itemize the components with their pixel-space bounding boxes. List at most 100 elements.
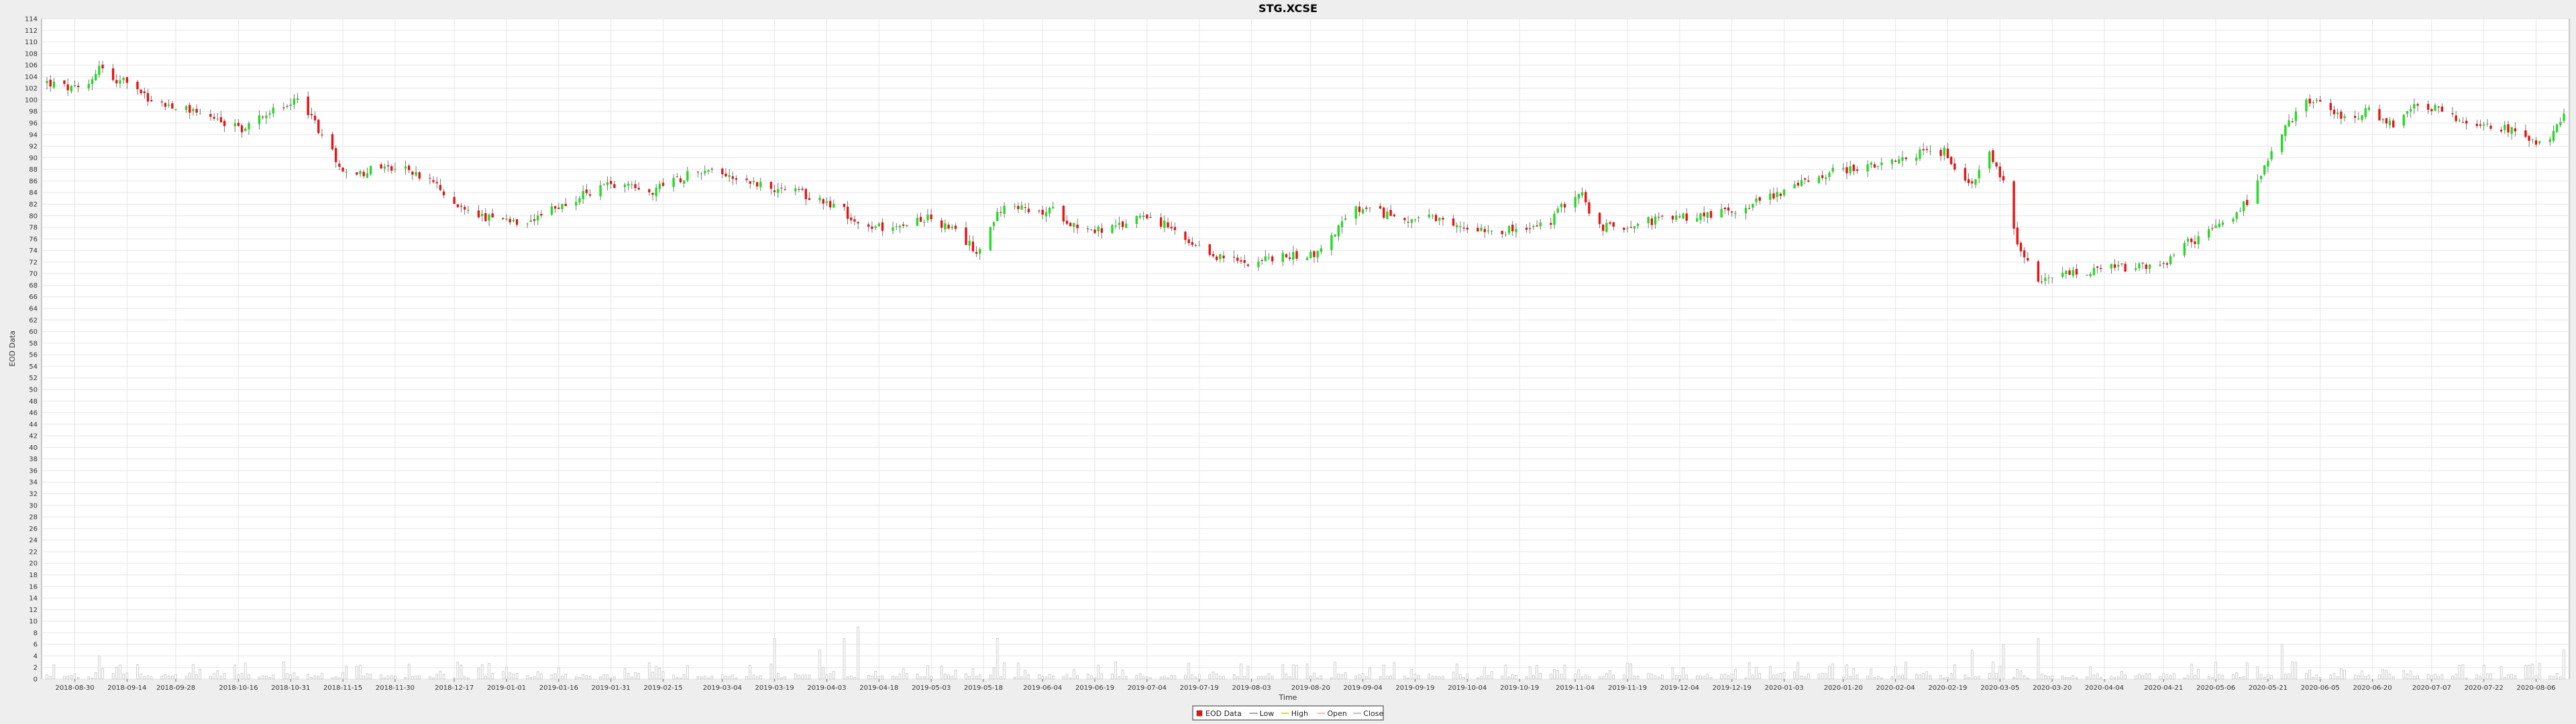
candle-body — [2416, 104, 2419, 106]
volume-bar — [1730, 674, 1733, 680]
volume-bar — [1539, 672, 1542, 680]
candle-body — [2207, 229, 2210, 238]
candle-body — [1852, 164, 1856, 172]
candle-body — [2548, 139, 2551, 142]
candle-body — [2340, 111, 2343, 119]
x-tick-label: 2018-08-30 — [55, 684, 94, 692]
volume-bar — [63, 676, 66, 680]
volume-bar — [140, 674, 142, 680]
candle-body — [2514, 128, 2517, 131]
candle-body — [1967, 179, 1970, 184]
volume-bar — [1532, 674, 1535, 680]
candle-body — [578, 198, 581, 202]
candle-body — [2075, 269, 2078, 275]
volume-bar — [2486, 673, 2489, 680]
candle-body — [1456, 225, 1458, 228]
candle-body — [609, 180, 612, 184]
y-tick-label: 114 — [25, 16, 38, 23]
volume-bar — [540, 673, 543, 680]
volume-bar — [1946, 676, 1949, 680]
volume-bar — [1438, 676, 1441, 680]
candle-body — [926, 215, 929, 221]
volume-bar — [2413, 676, 2416, 680]
volume-bar — [219, 676, 223, 680]
volume-bar — [1413, 674, 1417, 680]
candle-body — [1167, 222, 1169, 228]
y-axis: 0246810121416182022242628303234363840424… — [25, 16, 38, 684]
x-tick-label: 2019-08-03 — [1232, 684, 1271, 692]
candle-body — [408, 166, 411, 170]
volume-bar — [2315, 674, 2318, 680]
volume-bar — [1706, 674, 1709, 680]
candle-body — [2486, 123, 2489, 125]
volume-bar — [2068, 676, 2071, 680]
y-tick-label: 14 — [29, 595, 38, 603]
volume-bar — [2437, 676, 2440, 680]
candle-body — [833, 203, 835, 208]
volume-bar — [2267, 674, 2269, 680]
volume-bar — [979, 674, 981, 680]
volume-bar — [2528, 664, 2530, 680]
volume-bar — [828, 673, 832, 680]
candle-body — [1027, 208, 1030, 213]
y-tick-label: 44 — [29, 421, 38, 428]
volume-bar — [1243, 676, 1246, 680]
y-tick-label: 60 — [29, 328, 38, 336]
candle-body — [721, 168, 724, 174]
volume-bar — [710, 676, 713, 680]
candle-body — [453, 196, 455, 204]
volume-bar — [2538, 663, 2541, 680]
volume-bar — [1361, 673, 1364, 680]
volume-bar — [923, 676, 926, 680]
volume-bar — [1720, 674, 1723, 680]
volume-bar — [240, 673, 244, 680]
candle-body — [1828, 172, 1831, 178]
volume-bar — [136, 664, 139, 680]
candle-body — [1800, 180, 1803, 186]
candle-body — [1257, 261, 1260, 267]
volume-bar — [1803, 676, 1807, 680]
candle-body — [2482, 124, 2485, 126]
candle-body — [648, 189, 651, 192]
volume-bar — [634, 672, 637, 680]
candle-body — [585, 189, 588, 193]
volume-bar — [386, 675, 390, 680]
volume-bar — [2479, 676, 2482, 680]
volume-bar — [2197, 669, 2200, 680]
candle-body — [1354, 206, 1357, 219]
candle-body — [143, 91, 146, 93]
volume-bar — [679, 677, 682, 680]
volume-bar — [2145, 673, 2148, 680]
candle-body — [1563, 204, 1566, 208]
candle-body — [2068, 270, 2071, 275]
candle-body — [2197, 236, 2200, 245]
volume-bar — [1685, 674, 1688, 680]
volume-bar — [2388, 673, 2392, 680]
volume-bar — [1490, 671, 1493, 680]
candle-body — [1817, 176, 1821, 184]
volume-bar — [2246, 662, 2249, 680]
x-tick-label: 2019-06-04 — [1023, 684, 1062, 692]
volume-bar — [2173, 673, 2176, 680]
candle-body — [1093, 229, 1096, 233]
candle-body — [2563, 113, 2565, 121]
x-tick-label: 2019-12-04 — [1660, 684, 1699, 692]
y-tick-label: 8 — [34, 629, 38, 637]
y-tick-label: 98 — [29, 109, 38, 116]
candle-body — [2479, 124, 2482, 126]
volume-bar — [947, 674, 950, 680]
candle-body — [435, 182, 438, 184]
volume-bar — [1024, 670, 1026, 680]
volume-bar — [289, 674, 292, 680]
candle-body — [1605, 223, 1608, 232]
candle-body — [1334, 235, 1336, 237]
candle-body — [345, 172, 347, 173]
candle-body — [2336, 112, 2339, 115]
candle-body — [1849, 166, 1851, 174]
x-tick-label: 2020-02-04 — [1876, 684, 1915, 692]
volume-bar — [1288, 676, 1291, 680]
volume-bar — [1939, 674, 1942, 680]
volume-bar — [1748, 662, 1751, 680]
volume-bar — [2291, 661, 2294, 680]
volume-bar — [164, 674, 167, 680]
